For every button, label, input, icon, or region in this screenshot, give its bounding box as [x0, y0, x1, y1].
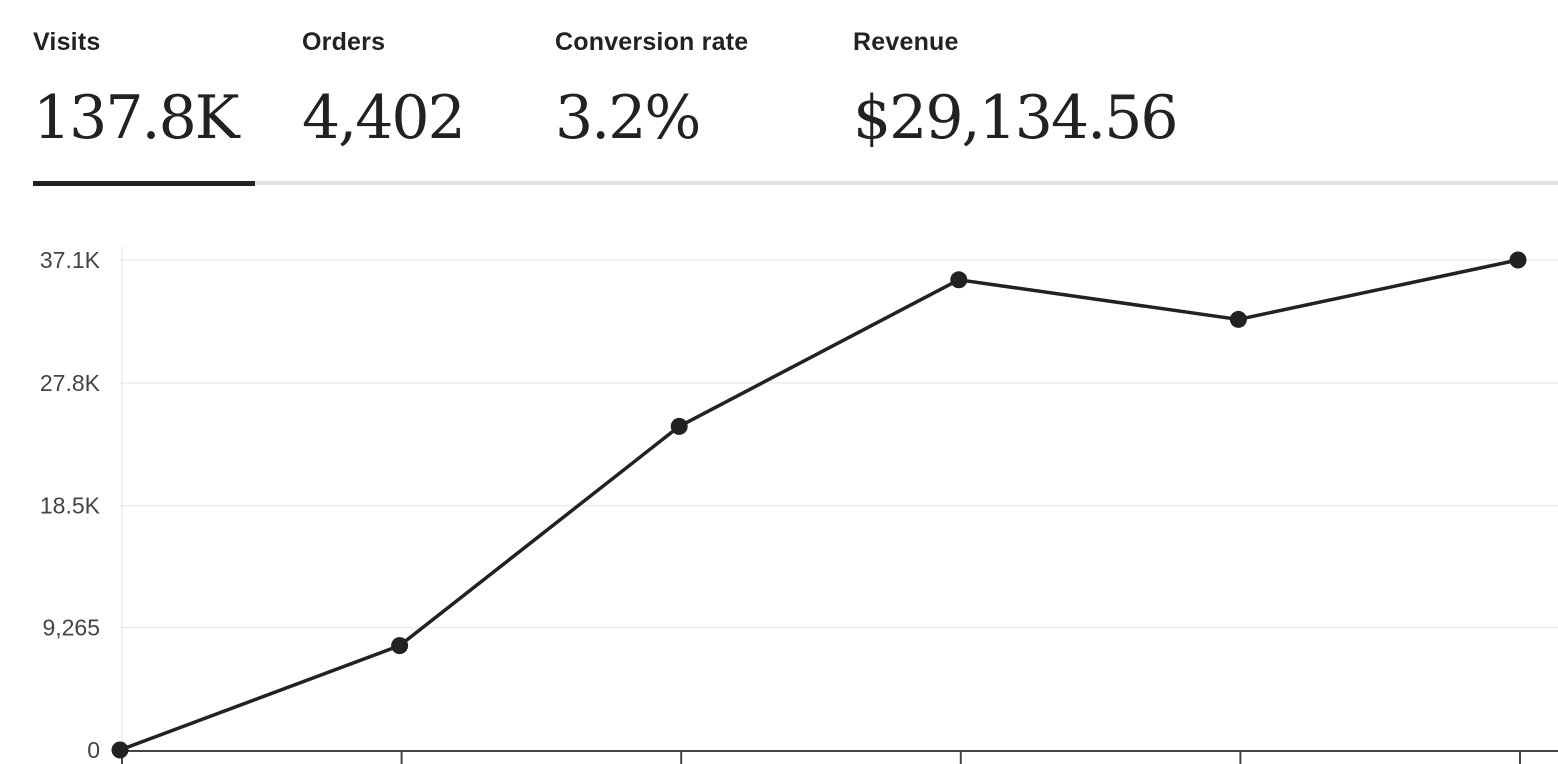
visits-line-chart: 0 9,265 18.5K 27.8K 37.1K — [40, 246, 1558, 764]
data-points — [111, 251, 1527, 759]
tab-revenue-label: Revenue — [853, 28, 959, 56]
series-line-layer — [118, 258, 1520, 752]
tab-visits[interactable]: Visits 137.8K — [33, 0, 255, 186]
tab-revenue[interactable]: Revenue $29,134.56 — [853, 0, 1193, 186]
series-line — [118, 258, 1520, 752]
tab-visits-value: 137.8K — [33, 83, 240, 153]
data-point[interactable] — [391, 637, 409, 655]
y-axis-tick-labels: 0 9,265 18.5K 27.8K 37.1K — [40, 247, 101, 763]
axes — [120, 246, 1558, 764]
tab-conversion-rate-label: Conversion rate — [555, 28, 749, 56]
tab-orders-label: Orders — [302, 28, 386, 56]
tab-conversion-rate[interactable]: Conversion rate 3.2% — [555, 0, 825, 186]
tab-orders[interactable]: Orders 4,402 — [302, 0, 532, 186]
selected-tab-indicator — [33, 181, 255, 186]
gridlines — [120, 259, 1558, 629]
y-tick-label: 37.1K — [40, 247, 101, 273]
tab-visits-label: Visits — [33, 28, 101, 56]
data-point[interactable] — [670, 417, 688, 435]
y-tick-label: 18.5K — [40, 493, 101, 519]
tab-conversion-rate-value: 3.2% — [555, 83, 701, 153]
data-point[interactable] — [950, 271, 968, 289]
tab-revenue-value: $29,134.56 — [853, 83, 1179, 153]
data-point[interactable] — [1509, 251, 1527, 269]
data-point[interactable] — [111, 741, 129, 759]
y-tick-label: 0 — [87, 737, 100, 763]
y-tick-label: 9,265 — [42, 615, 100, 641]
y-tick-label: 27.8K — [40, 370, 101, 396]
data-point[interactable] — [1229, 310, 1247, 328]
tab-track — [33, 181, 1558, 185]
tab-orders-value: 4,402 — [302, 83, 466, 153]
metric-tabs: Visits 137.8K Orders 4,402 Conversion ra… — [0, 0, 1558, 190]
